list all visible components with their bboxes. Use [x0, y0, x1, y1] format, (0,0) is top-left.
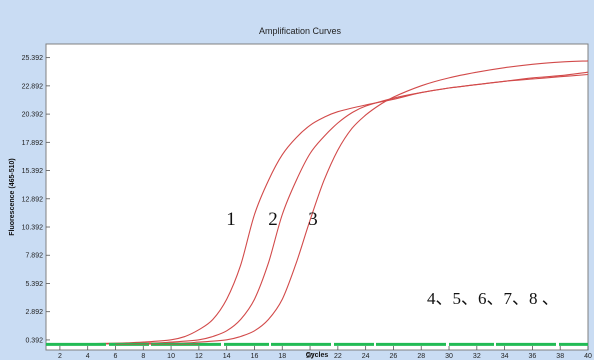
y-tick-label: 15.392: [22, 168, 44, 175]
y-tick-label: 17.892: [22, 140, 44, 147]
x-tick-label: 24: [362, 353, 370, 360]
x-tick-label: 16: [251, 353, 259, 360]
y-tick-label: 12.892: [22, 196, 44, 203]
curve-label-3: 3: [308, 209, 318, 230]
x-tick-label: 20: [306, 353, 314, 360]
curve-label-2: 2: [268, 209, 278, 230]
x-tick-label: 18: [278, 353, 286, 360]
curve-label-1: 1: [226, 209, 236, 230]
x-axis-ticks: 2 4 6 8 10 12 14 16 18 20 22 24 26 28 30 32 34 36 38 40: [58, 346, 592, 360]
x-tick-label: 40: [584, 353, 592, 360]
x-tick-label: 14: [223, 353, 231, 360]
x-axis-label: Cycles: [306, 352, 329, 359]
x-tick-label: 10: [167, 353, 175, 360]
y-tick-label: 2.892: [25, 309, 43, 316]
y-tick-label: 20.392: [22, 112, 44, 119]
curve-label-flat-group: 4、5、6、7、8 、: [427, 289, 559, 308]
y-axis-label: Fluorescence (465-510): [9, 158, 16, 235]
series-lines: [45, 60, 589, 346]
series-line-3: [45, 60, 589, 345]
y-tick-label: 5.392: [25, 281, 43, 288]
series-line-2: [45, 73, 589, 345]
plot-area: [45, 43, 589, 351]
y-tick-label: 25.392: [22, 55, 44, 62]
y-axis-ticks: 25.392 22.892 20.392 17.892 15.392 12.892 10.3…: [22, 55, 50, 344]
x-tick-label: 28: [417, 353, 425, 360]
x-tick-label: 38: [556, 353, 564, 360]
x-tick-label: 30: [445, 353, 453, 360]
chart-title: Amplification Curves: [259, 26, 342, 36]
x-tick-label: 12: [195, 353, 203, 360]
x-tick-label: 32: [473, 353, 481, 360]
x-tick-label: 26: [390, 353, 398, 360]
y-tick-label: 0.392: [25, 337, 43, 344]
x-tick-label: 8: [141, 353, 145, 360]
x-tick-label: 34: [501, 353, 509, 360]
y-tick-label: 22.892: [22, 83, 44, 90]
x-tick-label: 2: [58, 353, 62, 360]
y-tick-label: 7.892: [25, 253, 43, 260]
x-tick-label: 6: [114, 353, 118, 360]
y-tick-label: 10.392: [22, 225, 44, 232]
x-tick-label: 36: [529, 353, 537, 360]
x-tick-label: 4: [86, 353, 90, 360]
x-tick-label: 22: [334, 353, 342, 360]
